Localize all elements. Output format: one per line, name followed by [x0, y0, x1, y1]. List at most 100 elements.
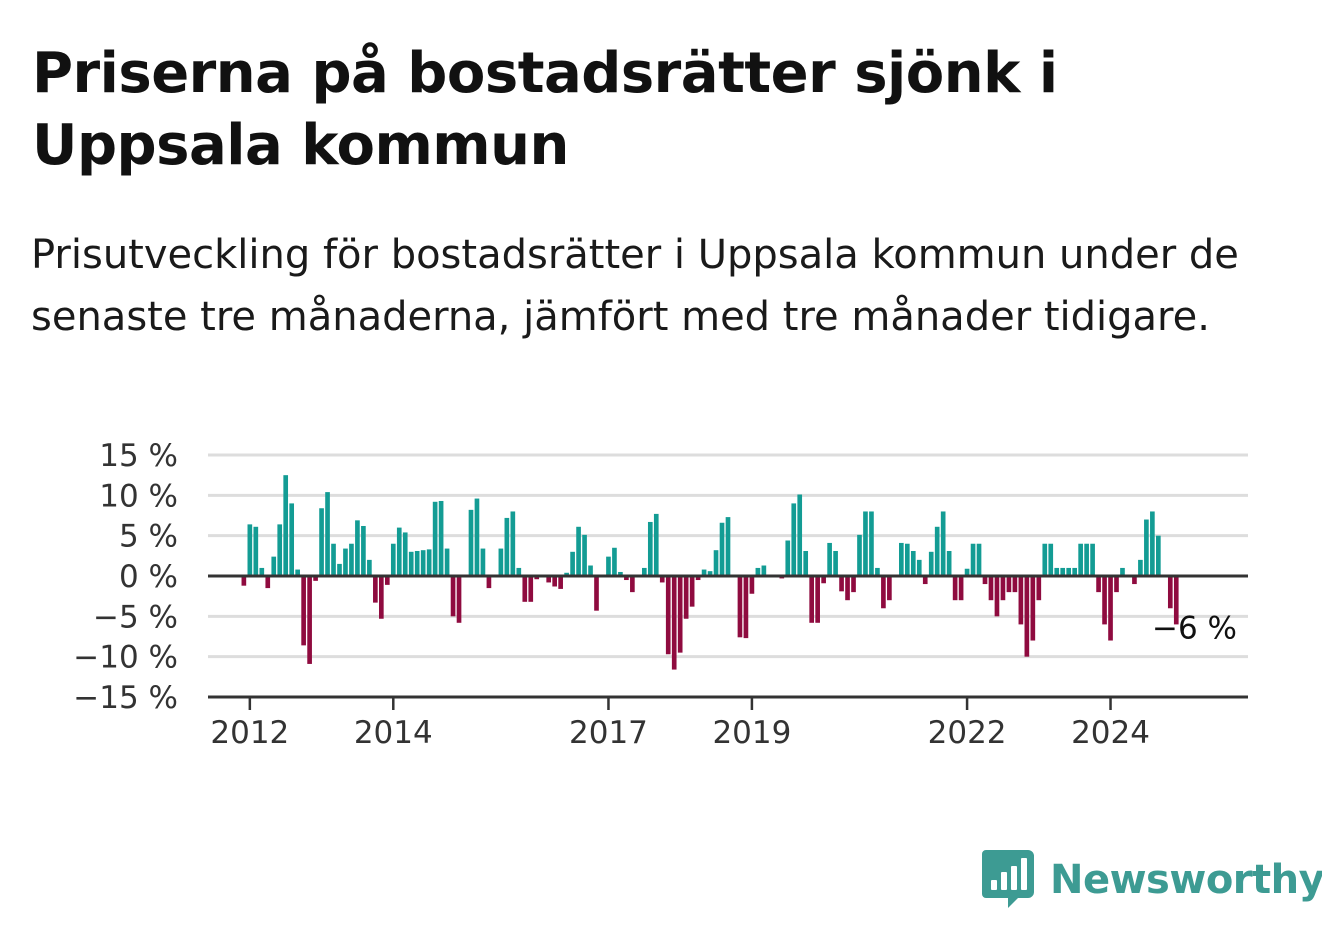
bar [384, 576, 390, 585]
bar [1066, 567, 1072, 576]
bar [313, 576, 318, 581]
bar [612, 547, 617, 576]
bar [1090, 543, 1095, 576]
bar [677, 576, 683, 653]
bar [576, 526, 581, 576]
bar [881, 576, 886, 609]
bar [325, 492, 330, 576]
bar [259, 567, 265, 576]
bar [701, 569, 707, 576]
bar [373, 576, 378, 603]
bar [546, 576, 552, 583]
bar [1030, 576, 1036, 641]
bar [689, 576, 695, 607]
bar [283, 475, 289, 576]
bar [516, 567, 522, 576]
bar [498, 548, 504, 576]
bar [713, 550, 719, 576]
bar [289, 503, 295, 576]
bar [755, 567, 761, 576]
bar [1000, 576, 1006, 601]
bar [785, 540, 791, 576]
bar [355, 520, 360, 576]
bar [659, 576, 665, 583]
bar [1018, 576, 1024, 625]
bar [671, 576, 677, 670]
newsworthy-logo-icon [982, 850, 1034, 908]
bar [1096, 576, 1101, 593]
chart-title: Priserna på bostadsrätter sjönk i Uppsal… [32, 41, 1058, 178]
bar [647, 521, 653, 576]
bars [241, 475, 1179, 670]
bar [1173, 576, 1179, 625]
bar [504, 517, 510, 576]
bar [863, 511, 868, 576]
bar [337, 563, 342, 576]
bar [899, 542, 904, 576]
bar [1072, 567, 1077, 576]
bar [904, 543, 910, 576]
bar [408, 551, 414, 576]
bar [570, 551, 575, 576]
bar [618, 571, 623, 576]
bar [910, 550, 916, 576]
bar [803, 550, 809, 576]
bar-chart: 15 %10 %5 %0 %−5 %−10 %−15 % 2012 2014 201… [73, 438, 1248, 751]
bar [247, 524, 253, 576]
bar [725, 517, 731, 576]
bar [624, 576, 629, 581]
bar [241, 576, 247, 586]
bar [683, 576, 689, 619]
bar [761, 565, 767, 576]
bar [438, 500, 444, 576]
newsworthy-logo-text: Newsworthy [1050, 857, 1322, 903]
bar [588, 565, 593, 576]
bar [1042, 543, 1048, 576]
x-tick-label: 2024 [1071, 715, 1150, 751]
bar [994, 576, 1000, 617]
bar [851, 576, 856, 593]
x-axis-ticks: 2012 2014 2017 2019 2022 2024 [210, 697, 1150, 751]
bar [319, 508, 324, 576]
bar [456, 576, 462, 623]
bar [1102, 576, 1107, 625]
bar [582, 534, 587, 576]
bar [857, 534, 862, 576]
bar [737, 576, 743, 638]
bar [1150, 511, 1155, 576]
x-tick-label: 2014 [354, 715, 433, 751]
bar [594, 576, 599, 611]
bar [1114, 576, 1119, 593]
bar [922, 576, 928, 585]
bar [833, 550, 838, 576]
bar [414, 550, 420, 576]
bar [827, 542, 832, 576]
bar [1048, 543, 1054, 576]
bar [1012, 576, 1018, 593]
bar [558, 576, 563, 589]
bar [480, 548, 486, 576]
bar [1138, 559, 1143, 576]
bar [982, 576, 988, 585]
bar [952, 576, 958, 601]
bar [1156, 535, 1161, 576]
newsworthy-logo: Newsworthy [982, 848, 1322, 912]
bar [641, 567, 647, 576]
bar [1078, 543, 1083, 576]
bar [510, 511, 516, 576]
bar [402, 532, 408, 576]
bar [331, 543, 336, 576]
bar [958, 576, 964, 601]
bar [1132, 576, 1137, 585]
bar [821, 576, 826, 584]
bar [450, 576, 456, 617]
bar [379, 576, 384, 619]
last-value-label: −6 % [1152, 610, 1237, 646]
bar [253, 526, 259, 576]
y-tick-label: 0 % [119, 559, 178, 595]
bar [606, 556, 611, 576]
bar [988, 576, 994, 601]
bar [665, 576, 671, 655]
bar [307, 576, 312, 664]
bar [474, 498, 480, 576]
